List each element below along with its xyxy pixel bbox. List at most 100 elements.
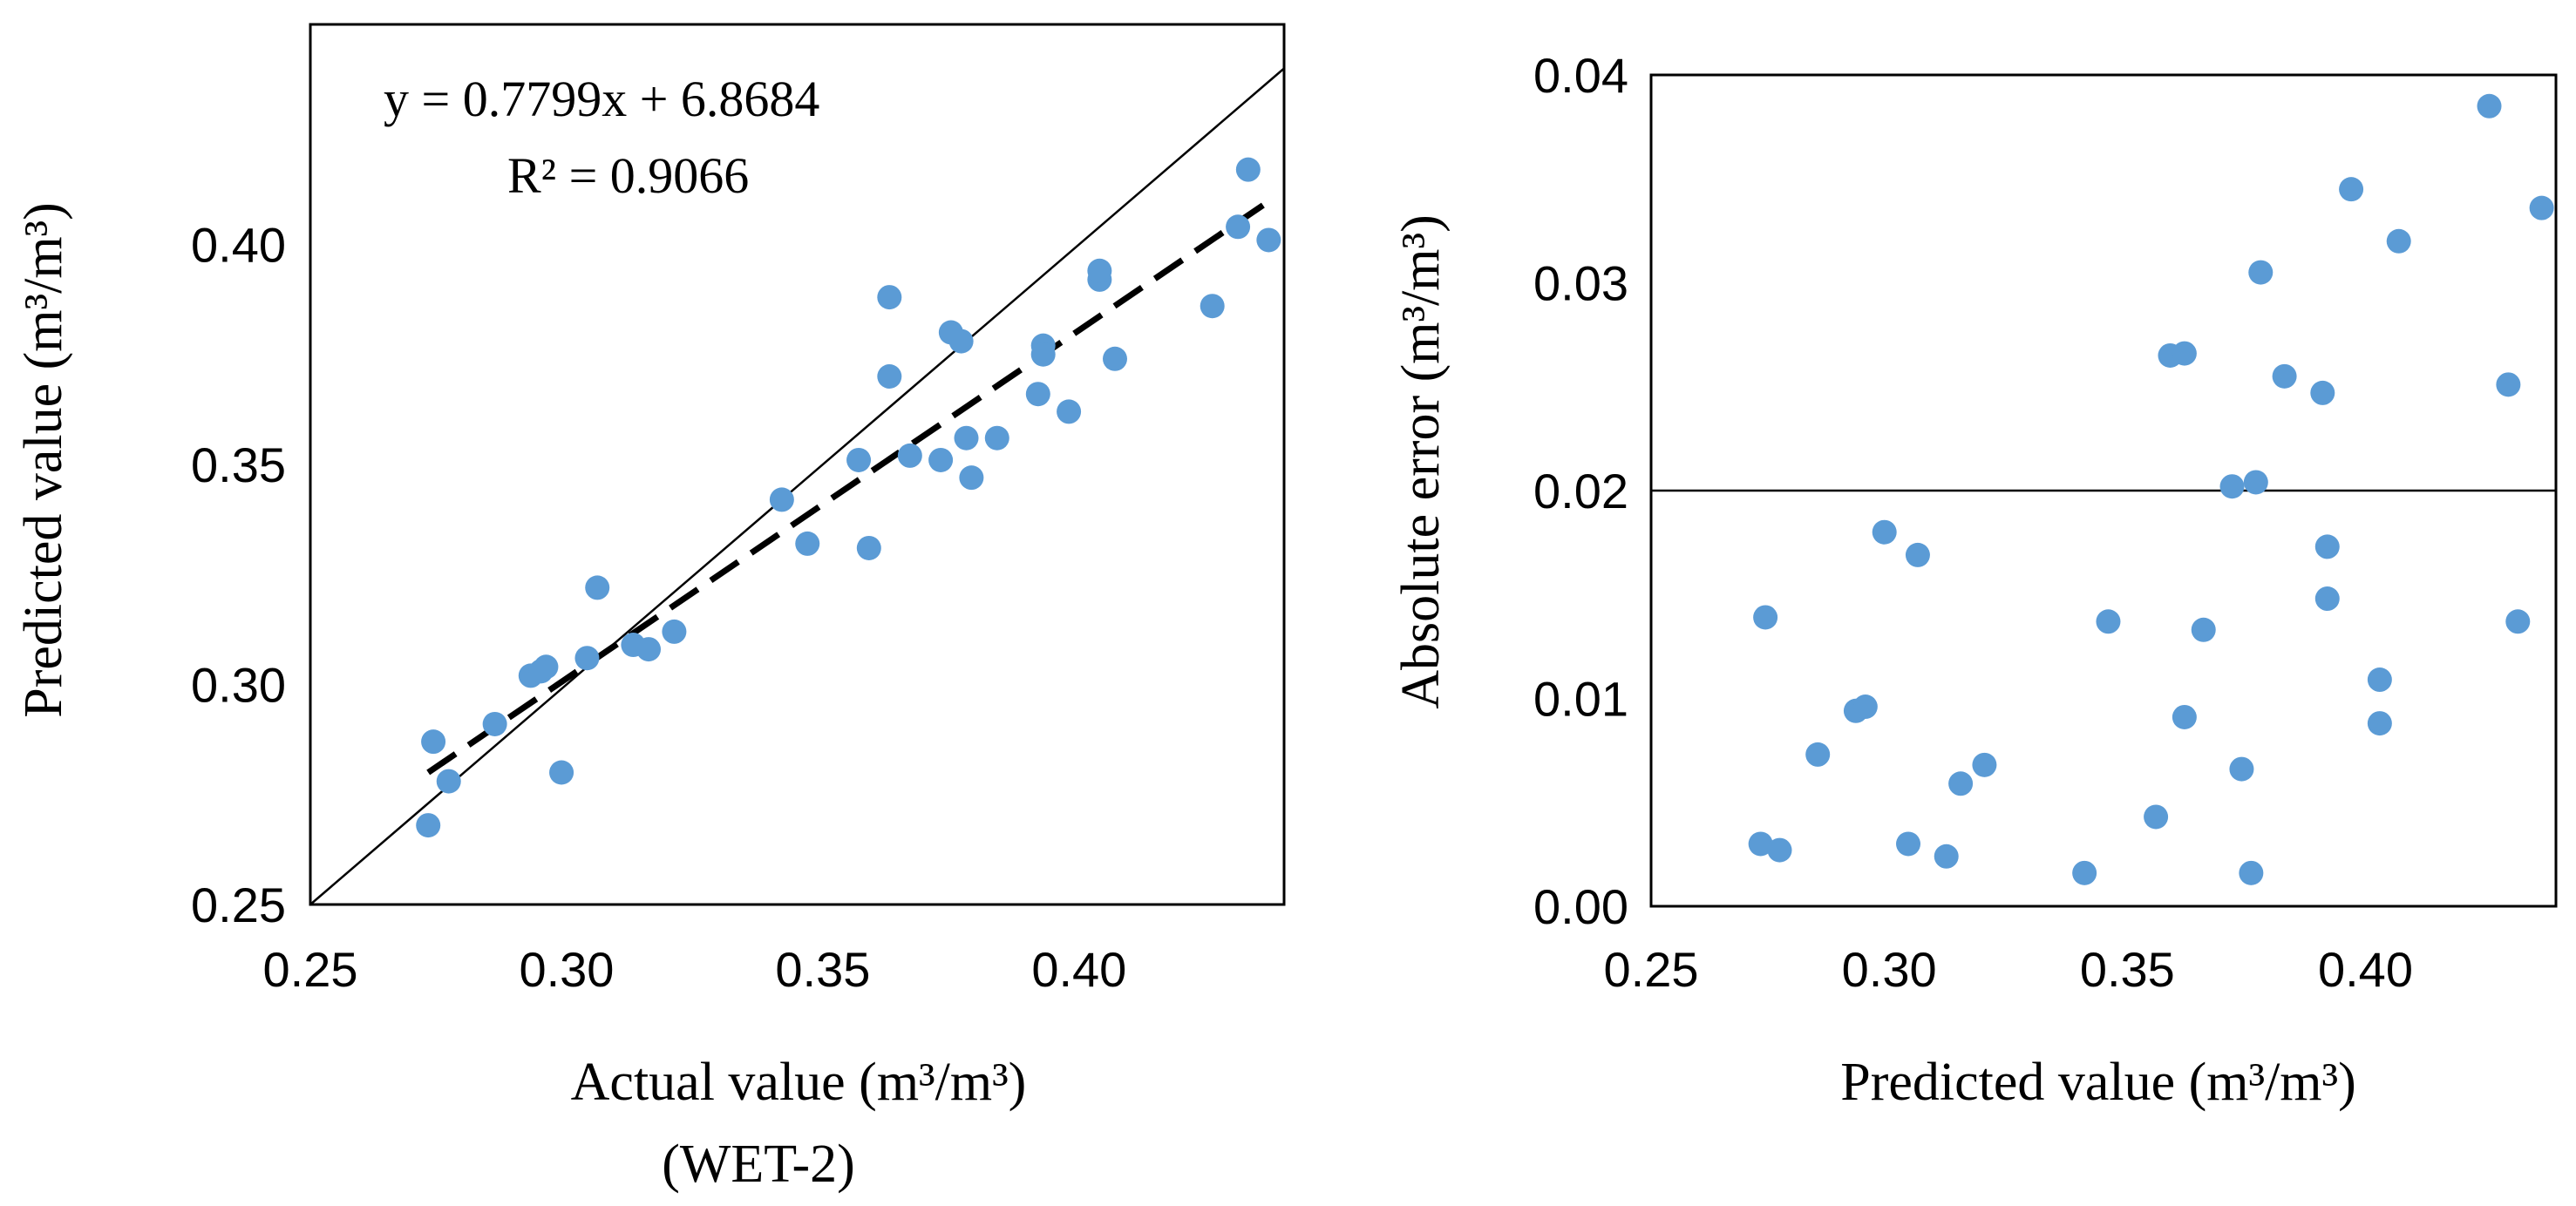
data-point [574,646,600,671]
data-point [1087,258,1112,283]
y-tick-labels-left: 0.25 0.30 0.35 0.40 [191,218,286,933]
scatter-points-left [416,157,1281,838]
data-point [482,711,507,736]
r-squared: R² = 0.9066 [507,147,749,204]
x-tick-labels-left: 0.25 0.30 0.35 0.40 [263,942,1127,997]
data-point [2096,609,2121,634]
data-point [549,760,574,785]
data-point [2496,372,2521,397]
data-point [2239,860,2264,885]
data-point [2219,474,2245,499]
data-point [2367,711,2392,736]
data-point [984,425,1009,451]
data-point [2229,756,2254,782]
x-tick-label: 0.30 [1842,942,1937,997]
data-point [954,425,979,451]
data-point [436,769,461,794]
data-point [421,729,446,755]
data-point [2367,667,2392,693]
trendline-path [426,202,1266,776]
data-point [1972,752,1997,777]
data-point [2310,380,2335,405]
data-point [1872,519,1897,545]
trendline [426,202,1266,776]
data-point [1767,837,1792,863]
data-point [1102,346,1127,371]
data-point [636,637,662,662]
data-point [846,447,872,472]
data-point [2144,804,2169,830]
data-point [1748,831,1773,857]
data-point [1235,157,1261,182]
data-point [585,575,610,600]
data-point [1025,382,1050,407]
x-tick-label: 0.25 [1604,942,1699,997]
data-point [959,465,984,491]
data-point [528,659,554,684]
data-point [2529,195,2554,220]
data-point [2172,704,2197,729]
data-point [1948,771,1974,796]
x-axis-sublabel-left: (WET-2) [662,1135,855,1194]
data-point [662,619,687,644]
data-point [2272,363,2297,389]
data-point [2072,860,2097,885]
data-point [1905,542,1930,567]
data-point [2243,470,2268,495]
data-point [416,813,441,838]
data-point [877,285,902,310]
data-point [877,364,902,389]
y-tick-label: 0.02 [1533,464,1628,518]
data-point [1030,342,1056,367]
data-point [897,443,922,468]
x-tick-label: 0.40 [2318,942,2413,997]
scatter-points-right [1748,93,2554,885]
data-point [1805,742,1831,767]
data-point [928,447,954,472]
y-tick-labels-right: 0.00 0.01 0.02 0.03 0.04 [1533,48,1628,934]
y-tick-label: 0.01 [1533,672,1628,727]
data-point [1256,227,1281,253]
y-tick-label: 0.04 [1533,48,1628,103]
x-axis-label-left: Actual value (m³/m³) [571,1053,1027,1112]
data-point [2248,260,2274,285]
y-tick-label: 0.00 [1533,879,1628,934]
data-point [795,531,820,556]
data-point [2386,228,2411,254]
x-axis-label-right: Predicted value (m³/m³) [1840,1053,2356,1112]
plot-frame-left [309,23,1286,906]
y-axis-label-left: Predicted value (m³/m³) [14,202,73,718]
x-tick-labels-right: 0.25 0.30 0.35 0.40 [1604,942,2413,997]
data-point [2505,609,2531,634]
y-tick-label: 0.25 [191,877,286,932]
data-point [769,487,794,512]
data-point [1753,605,1778,630]
data-point [2339,177,2364,202]
data-point [2172,341,2197,366]
data-point [856,535,881,560]
regression-equation: y = 0.7799x + 6.8684 [384,71,819,127]
data-point [1226,214,1251,240]
x-tick-label: 0.35 [775,942,870,997]
chart-actual-vs-predicted: 0.25 0.30 0.35 0.40 0.25 0.30 0.35 0.40 y = 0.… [14,23,1286,1194]
one-to-one-line [309,67,1285,905]
y-tick-label: 0.40 [191,218,286,273]
data-point [2477,93,2502,119]
y-tick-label: 0.35 [191,437,286,492]
data-point [948,329,974,354]
data-point [2191,617,2216,642]
data-point [1200,294,1225,319]
x-tick-label: 0.25 [263,942,358,997]
chart-absolute-error: 0.25 0.30 0.35 0.40 0.00 0.01 0.02 0.03 0.04 Pr… [1391,48,2558,1112]
data-point [1057,399,1082,424]
y-tick-label: 0.03 [1533,256,1628,311]
data-point [2314,586,2340,612]
y-axis-label-right: Absolute error (m³/m³) [1391,214,1451,708]
x-tick-label: 0.40 [1031,942,1126,997]
data-point [1896,831,1921,857]
one-to-one-line-path [309,67,1285,905]
y-tick-label: 0.30 [191,658,286,713]
data-point [1934,844,1959,869]
x-tick-label: 0.35 [2080,942,2175,997]
